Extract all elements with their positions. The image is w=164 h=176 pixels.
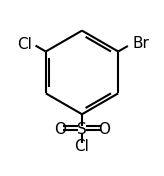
- Text: Cl: Cl: [75, 139, 89, 154]
- Text: S: S: [77, 122, 87, 137]
- Text: Br: Br: [133, 36, 150, 51]
- Text: O: O: [98, 122, 110, 137]
- Text: Cl: Cl: [17, 37, 32, 52]
- Text: O: O: [54, 122, 66, 137]
